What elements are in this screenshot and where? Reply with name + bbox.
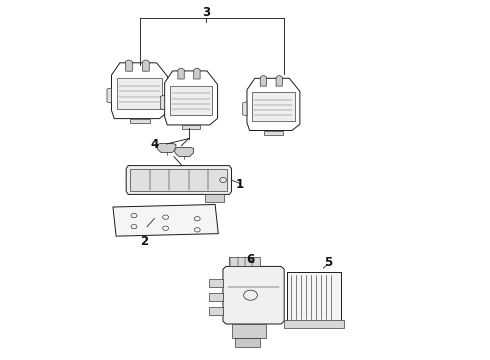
Polygon shape [165,71,218,125]
Bar [287,272,341,321]
Text: 5: 5 [324,256,332,269]
Bar [284,320,344,328]
Bar [209,293,223,301]
Polygon shape [276,76,282,86]
Bar [130,169,227,191]
Polygon shape [247,78,300,131]
Polygon shape [111,63,168,119]
Polygon shape [157,144,176,153]
Polygon shape [143,60,149,71]
Text: 3: 3 [202,6,210,19]
Bar [252,93,294,121]
Bar [170,85,212,115]
Bar [130,119,149,123]
Text: 6: 6 [246,253,254,266]
Polygon shape [194,68,200,79]
Polygon shape [113,204,218,236]
Bar [117,78,162,109]
Text: 4: 4 [150,138,158,151]
Bar [205,194,224,202]
Text: 1: 1 [236,178,244,191]
Bar [182,125,200,130]
Polygon shape [160,95,165,110]
Polygon shape [107,88,111,103]
Polygon shape [223,266,284,324]
Bar [209,307,223,315]
Polygon shape [125,60,132,71]
Bar [229,257,260,266]
Polygon shape [126,166,232,194]
Polygon shape [175,148,194,157]
Bar [232,324,266,338]
Text: 2: 2 [141,235,148,248]
Bar [209,279,223,287]
Polygon shape [260,76,267,86]
Polygon shape [178,68,184,79]
Bar [235,338,260,347]
Bar [264,131,283,135]
Polygon shape [243,102,247,116]
